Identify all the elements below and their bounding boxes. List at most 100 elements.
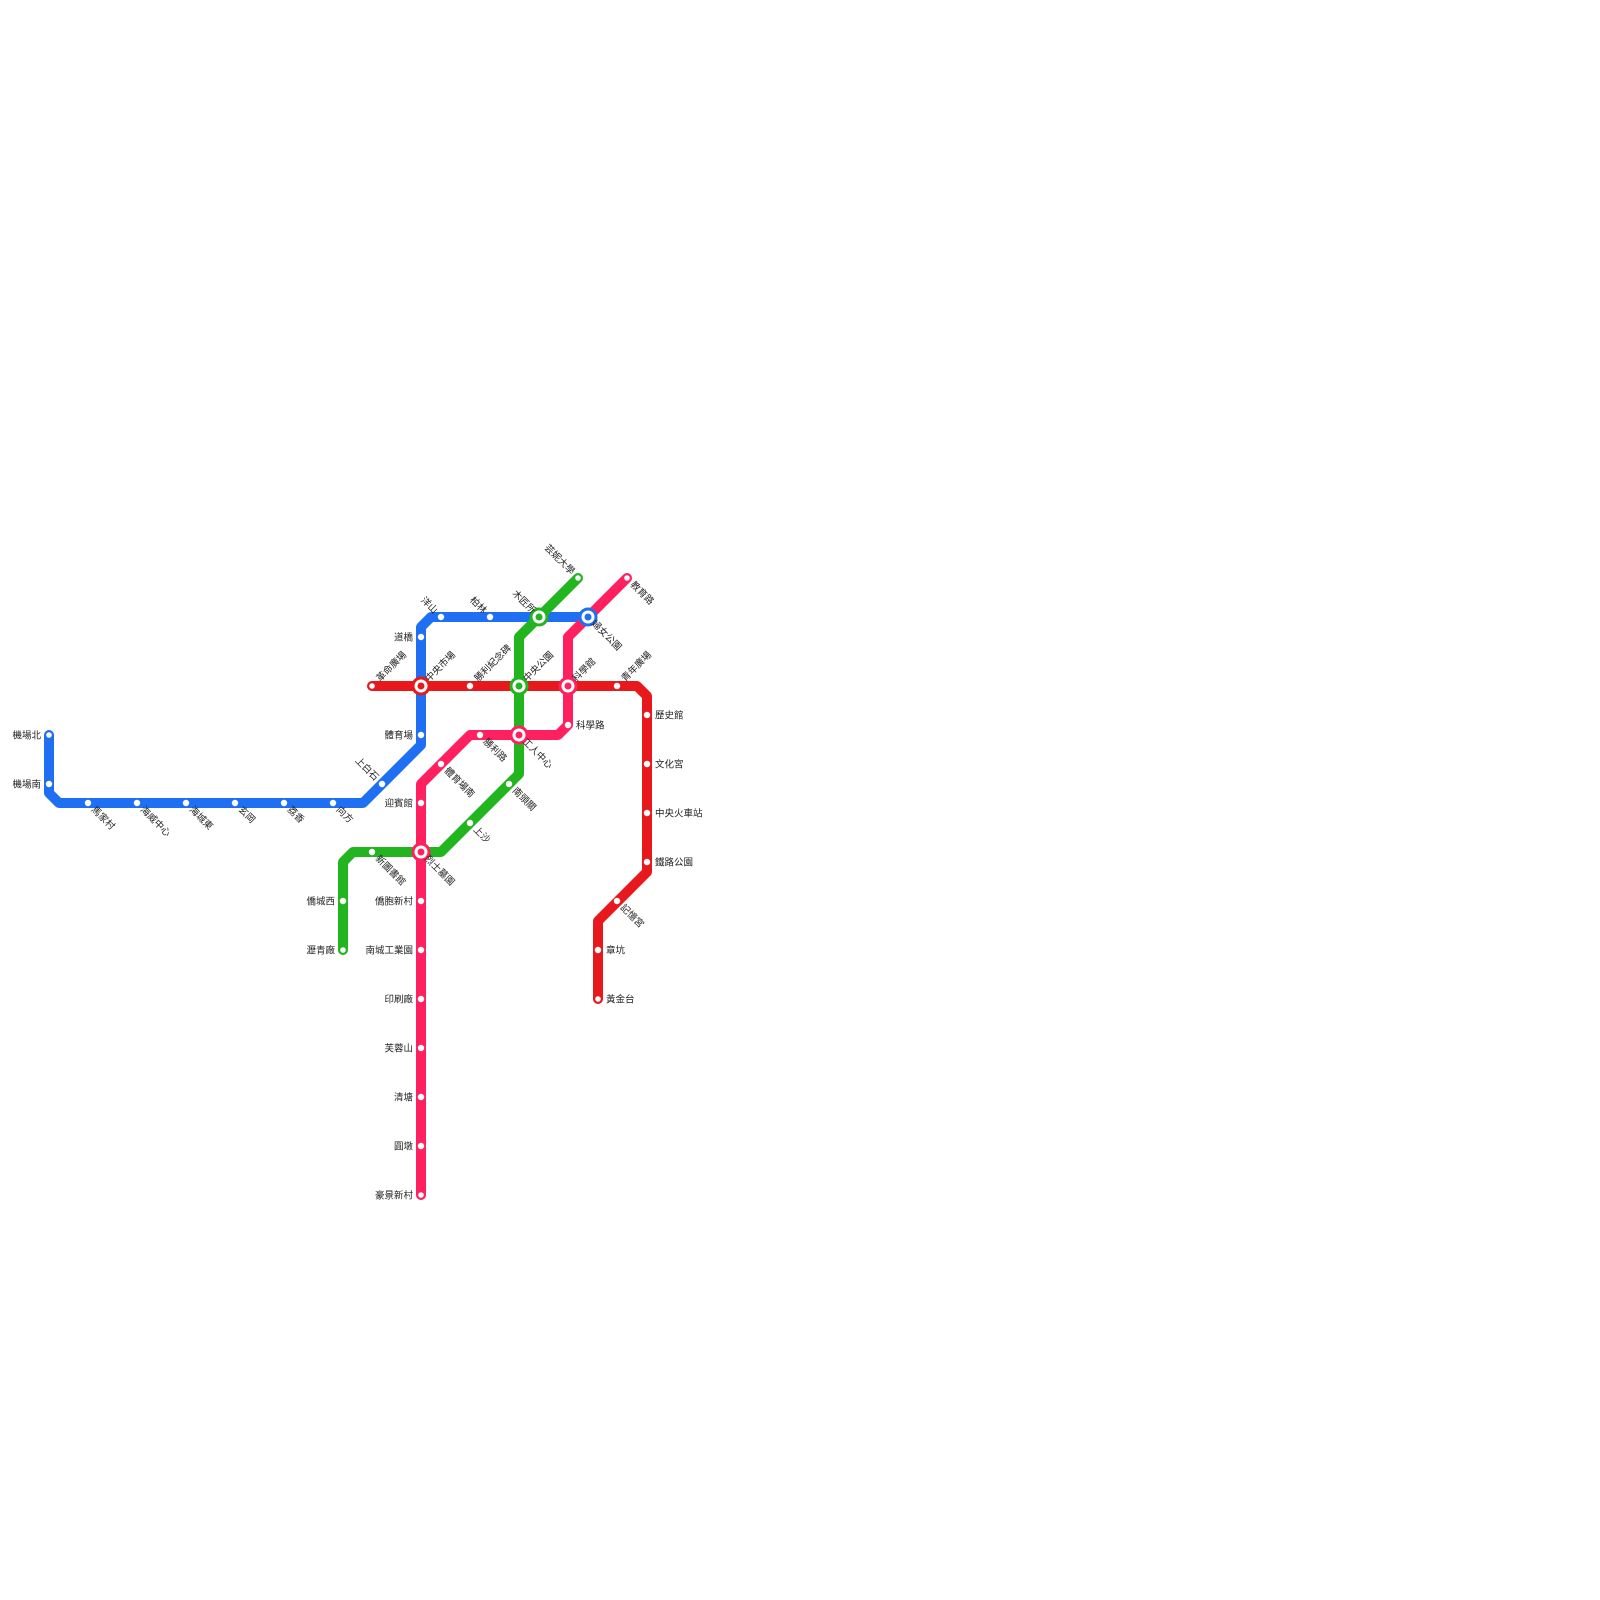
station-dot[interactable] bbox=[367, 681, 377, 691]
station-label: 中央市場 bbox=[423, 649, 459, 685]
station-label: 中央火車站 bbox=[655, 808, 703, 820]
interchange-dot-icon bbox=[417, 682, 425, 690]
interchange-station[interactable] bbox=[529, 607, 549, 627]
station-label: 馬家村 bbox=[89, 804, 118, 833]
station-dot[interactable] bbox=[564, 721, 572, 729]
station-dot[interactable] bbox=[417, 995, 425, 1003]
blue-line-route bbox=[44, 612, 593, 808]
station-label: 圓墩 bbox=[394, 1141, 414, 1153]
stations bbox=[44, 573, 651, 1200]
station-label: 道橋 bbox=[394, 632, 414, 644]
station-dot[interactable] bbox=[338, 945, 348, 955]
station-dot[interactable] bbox=[594, 946, 602, 954]
station-dot[interactable] bbox=[643, 809, 651, 817]
station-label: 科學館 bbox=[570, 656, 599, 685]
station-dot[interactable] bbox=[417, 799, 425, 807]
interchange-dot-icon bbox=[535, 613, 543, 621]
station-dot[interactable] bbox=[613, 682, 621, 690]
station-label: 科學路 bbox=[576, 720, 605, 732]
station-dot[interactable] bbox=[573, 573, 583, 583]
station-dot[interactable] bbox=[476, 731, 484, 739]
station-dot[interactable] bbox=[417, 633, 425, 641]
route-lines bbox=[44, 573, 652, 1200]
station-dot[interactable] bbox=[437, 613, 445, 621]
station-label: 勝利紀念碑 bbox=[472, 642, 514, 684]
station-dot[interactable] bbox=[417, 1093, 425, 1101]
station-dot[interactable] bbox=[133, 799, 141, 807]
station-label: 印刷廠 bbox=[384, 994, 413, 1006]
station-label: 教育路 bbox=[628, 579, 657, 608]
station-label: 烈士墓園 bbox=[422, 853, 457, 888]
station-dot[interactable] bbox=[339, 897, 347, 905]
station-dot[interactable] bbox=[643, 760, 651, 768]
station-label: 鐵路公園 bbox=[655, 857, 693, 869]
station-label: 中央公園 bbox=[521, 649, 556, 684]
station-dot[interactable] bbox=[416, 1190, 426, 1200]
station-label: 上沙 bbox=[471, 824, 493, 846]
station-dot[interactable] bbox=[417, 897, 425, 905]
station-dot[interactable] bbox=[84, 799, 92, 807]
station-dot[interactable] bbox=[486, 613, 494, 621]
station-dot[interactable] bbox=[231, 799, 239, 807]
station-dot[interactable] bbox=[368, 848, 376, 856]
interchange-station[interactable] bbox=[411, 676, 431, 696]
station-dot[interactable] bbox=[378, 780, 386, 788]
station-label: 機場北 bbox=[12, 730, 41, 742]
pink-line-route bbox=[416, 573, 632, 1200]
station-label: 章坑 bbox=[606, 945, 626, 957]
interchange-station[interactable] bbox=[509, 676, 529, 696]
interchange-dot-icon bbox=[417, 848, 425, 856]
station-dot[interactable] bbox=[466, 819, 474, 827]
station-label: 工人中心 bbox=[520, 736, 556, 772]
red-line-route bbox=[367, 681, 652, 1004]
station-label: 體育場南 bbox=[442, 765, 477, 800]
station-label: 芸妮大學 bbox=[542, 542, 577, 577]
station-dot[interactable] bbox=[643, 711, 651, 719]
station-dot[interactable] bbox=[417, 946, 425, 954]
station-dot[interactable] bbox=[280, 799, 288, 807]
interchange-station[interactable] bbox=[578, 607, 598, 627]
station-dot[interactable] bbox=[437, 760, 445, 768]
station-label: 文化宮 bbox=[655, 759, 684, 771]
station-dot[interactable] bbox=[417, 1044, 425, 1052]
station-label: 僑城西 bbox=[306, 896, 335, 908]
station-label: 瀝青廠 bbox=[306, 945, 335, 957]
interchange-dot-icon bbox=[584, 613, 592, 621]
station-label: 革命廣場 bbox=[374, 649, 410, 685]
station-label: 青年廣場 bbox=[619, 649, 655, 685]
station-dot[interactable] bbox=[466, 682, 474, 690]
station-dot[interactable] bbox=[593, 994, 603, 1004]
station-dot[interactable] bbox=[329, 799, 337, 807]
station-label: 豪景新村 bbox=[375, 1190, 414, 1202]
station-label: 芙蓉山 bbox=[384, 1043, 413, 1055]
station-dot[interactable] bbox=[613, 897, 621, 905]
station-label: 清塘 bbox=[394, 1092, 414, 1104]
station-dot[interactable] bbox=[44, 730, 54, 740]
station-label: 新圖書館 bbox=[373, 853, 408, 888]
station-label: 婦女公園 bbox=[589, 618, 624, 653]
station-label: 南城工業園 bbox=[365, 945, 413, 957]
station-label: 記憶宮 bbox=[618, 902, 647, 931]
station-dot[interactable] bbox=[417, 731, 425, 739]
interchange-dot-icon bbox=[515, 731, 523, 739]
station-label: 上白石 bbox=[353, 755, 382, 784]
station-label: 黃金台 bbox=[606, 994, 635, 1006]
interchange-station[interactable] bbox=[558, 676, 578, 696]
station-dot[interactable] bbox=[505, 780, 513, 788]
station-label: 歷史館 bbox=[655, 710, 684, 722]
station-label: 勝利路 bbox=[481, 736, 510, 765]
station-dot[interactable] bbox=[622, 573, 632, 583]
station-dot[interactable] bbox=[182, 799, 190, 807]
station-dot[interactable] bbox=[417, 1142, 425, 1150]
station-dot[interactable] bbox=[643, 858, 651, 866]
station-label: 體育場 bbox=[384, 730, 413, 742]
station-label: 迎賓館 bbox=[384, 798, 413, 810]
station-dot[interactable] bbox=[45, 780, 53, 788]
station-label: 南頭關 bbox=[510, 785, 539, 814]
interchange-station[interactable] bbox=[509, 725, 529, 745]
station-label: 機場南 bbox=[12, 779, 41, 791]
interchange-dot-icon bbox=[564, 682, 572, 690]
interchange-station[interactable] bbox=[411, 842, 431, 862]
